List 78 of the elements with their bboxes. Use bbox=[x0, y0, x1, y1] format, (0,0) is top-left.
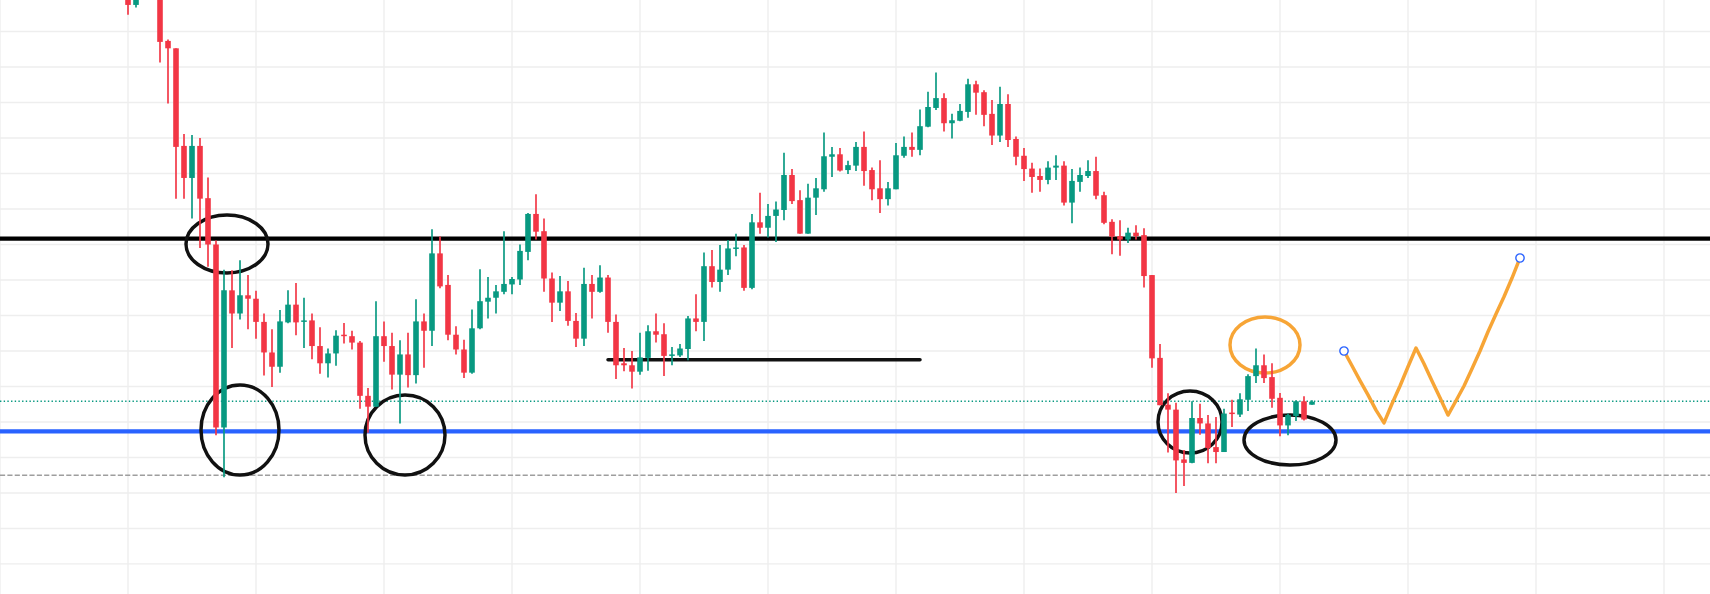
candlestick bbox=[453, 325, 459, 356]
candlestick bbox=[773, 200, 779, 243]
candlestick bbox=[733, 232, 739, 258]
candlestick bbox=[405, 331, 411, 389]
candlestick bbox=[1301, 395, 1307, 422]
candlestick bbox=[1053, 154, 1059, 181]
candlestick bbox=[533, 193, 539, 241]
candlestick bbox=[485, 276, 491, 320]
candlestick bbox=[885, 181, 891, 207]
candlestick bbox=[765, 203, 771, 239]
candlestick bbox=[165, 38, 171, 105]
candlestick bbox=[669, 346, 675, 367]
candlestick bbox=[597, 264, 603, 294]
candlestick bbox=[933, 71, 939, 111]
candlestick bbox=[869, 166, 875, 201]
candlestick bbox=[717, 244, 723, 293]
candlestick bbox=[293, 282, 299, 337]
candlestick bbox=[1069, 168, 1075, 225]
candlestick bbox=[709, 249, 715, 289]
candlestick bbox=[693, 293, 699, 333]
candlestick bbox=[981, 89, 987, 128]
candlestick bbox=[573, 312, 579, 348]
candlestick bbox=[901, 135, 907, 159]
candlestick bbox=[253, 290, 259, 340]
candlestick bbox=[629, 350, 635, 390]
candlestick bbox=[1285, 412, 1291, 437]
candlestick bbox=[1165, 392, 1171, 454]
candlestick bbox=[365, 387, 371, 434]
candlestick bbox=[301, 296, 307, 349]
candlestick bbox=[325, 347, 331, 379]
candlestick bbox=[1117, 219, 1123, 257]
candlestick bbox=[853, 141, 859, 172]
candlestick bbox=[285, 289, 291, 325]
candlestick bbox=[501, 230, 507, 296]
candlestick bbox=[237, 259, 243, 321]
candlestick bbox=[349, 329, 355, 351]
candlestick bbox=[637, 331, 643, 376]
candlestick bbox=[1021, 147, 1027, 182]
candlestick bbox=[461, 338, 467, 379]
candlestick bbox=[877, 159, 883, 214]
candlestick bbox=[381, 320, 387, 363]
candlestick bbox=[333, 329, 339, 367]
candlestick bbox=[1037, 167, 1043, 193]
candlestick bbox=[989, 99, 995, 146]
candlestick bbox=[589, 274, 595, 320]
candlestick bbox=[1077, 166, 1083, 193]
candlestick bbox=[661, 322, 667, 377]
candlestick bbox=[557, 275, 563, 312]
candlestick bbox=[917, 108, 923, 157]
candlestick bbox=[269, 328, 275, 388]
candlestick bbox=[229, 269, 235, 349]
candlestick bbox=[421, 312, 427, 369]
candlestick bbox=[757, 191, 763, 235]
candlestick bbox=[837, 147, 843, 173]
candlestick bbox=[949, 113, 955, 140]
candlestick bbox=[925, 90, 931, 129]
candlestick bbox=[245, 274, 251, 331]
candlestick bbox=[813, 177, 819, 216]
candlestick bbox=[1253, 347, 1259, 384]
candlestick bbox=[621, 347, 627, 373]
candlestick bbox=[909, 131, 915, 158]
candlestick bbox=[725, 239, 731, 276]
candlestick bbox=[1029, 161, 1035, 194]
candlestick bbox=[1109, 218, 1115, 256]
candlestick bbox=[653, 312, 659, 344]
candlestick bbox=[1261, 353, 1267, 384]
candlestick bbox=[1197, 402, 1203, 436]
candlestick bbox=[1013, 135, 1019, 166]
candlestick bbox=[1269, 362, 1275, 409]
candlestick bbox=[1213, 416, 1219, 465]
candlestick bbox=[973, 80, 979, 116]
candlestick bbox=[317, 326, 323, 375]
candlestick bbox=[1245, 373, 1251, 412]
candlestick bbox=[1045, 160, 1051, 186]
candlestick bbox=[493, 284, 499, 315]
candlestick bbox=[1181, 449, 1187, 487]
candlestick bbox=[1133, 224, 1139, 241]
candlestick bbox=[829, 146, 835, 178]
